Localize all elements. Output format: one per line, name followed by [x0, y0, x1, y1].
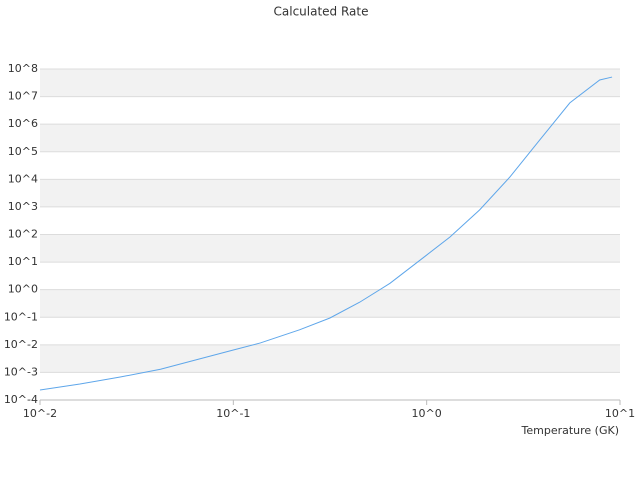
y-tick-label: 10^5 [8, 145, 38, 158]
grid-band [40, 317, 620, 345]
x-axis-label: Temperature (GK) [521, 424, 620, 437]
y-tick-label: 10^-2 [4, 338, 38, 351]
grid-band [40, 151, 620, 180]
grid-band [40, 234, 620, 263]
data-line [39, 76, 613, 391]
grid-band [40, 344, 620, 373]
y-tick-label: 10^8 [8, 62, 38, 75]
grid-band [40, 124, 620, 152]
grid-band [40, 289, 620, 318]
y-tick-label: 10^-1 [4, 310, 38, 323]
x-tick-label: 10^1 [605, 407, 635, 420]
x-tick-label: 10^-2 [23, 407, 57, 420]
y-tick-label: 10^7 [8, 90, 38, 103]
y-tick-label: 10^3 [8, 200, 38, 213]
y-tick-label: 10^2 [8, 228, 38, 241]
grid-band [40, 262, 620, 290]
y-tick-label: 10^0 [8, 283, 38, 296]
grid-band [40, 69, 620, 97]
y-tick-label: 10^6 [8, 117, 38, 130]
grid-band [40, 179, 620, 207]
y-tick-label: 10^1 [8, 255, 38, 268]
x-tick-label: 10^0 [412, 407, 442, 420]
x-tick-label: 10^-1 [216, 407, 250, 420]
grid-band [40, 96, 620, 125]
grid-band [40, 206, 620, 235]
grid-band [40, 372, 620, 400]
y-tick-label: 10^-3 [4, 365, 38, 378]
y-tick-label: 10^-4 [4, 393, 38, 406]
chart-title: Calculated Rate [274, 5, 369, 19]
y-tick-label: 10^4 [8, 172, 38, 185]
